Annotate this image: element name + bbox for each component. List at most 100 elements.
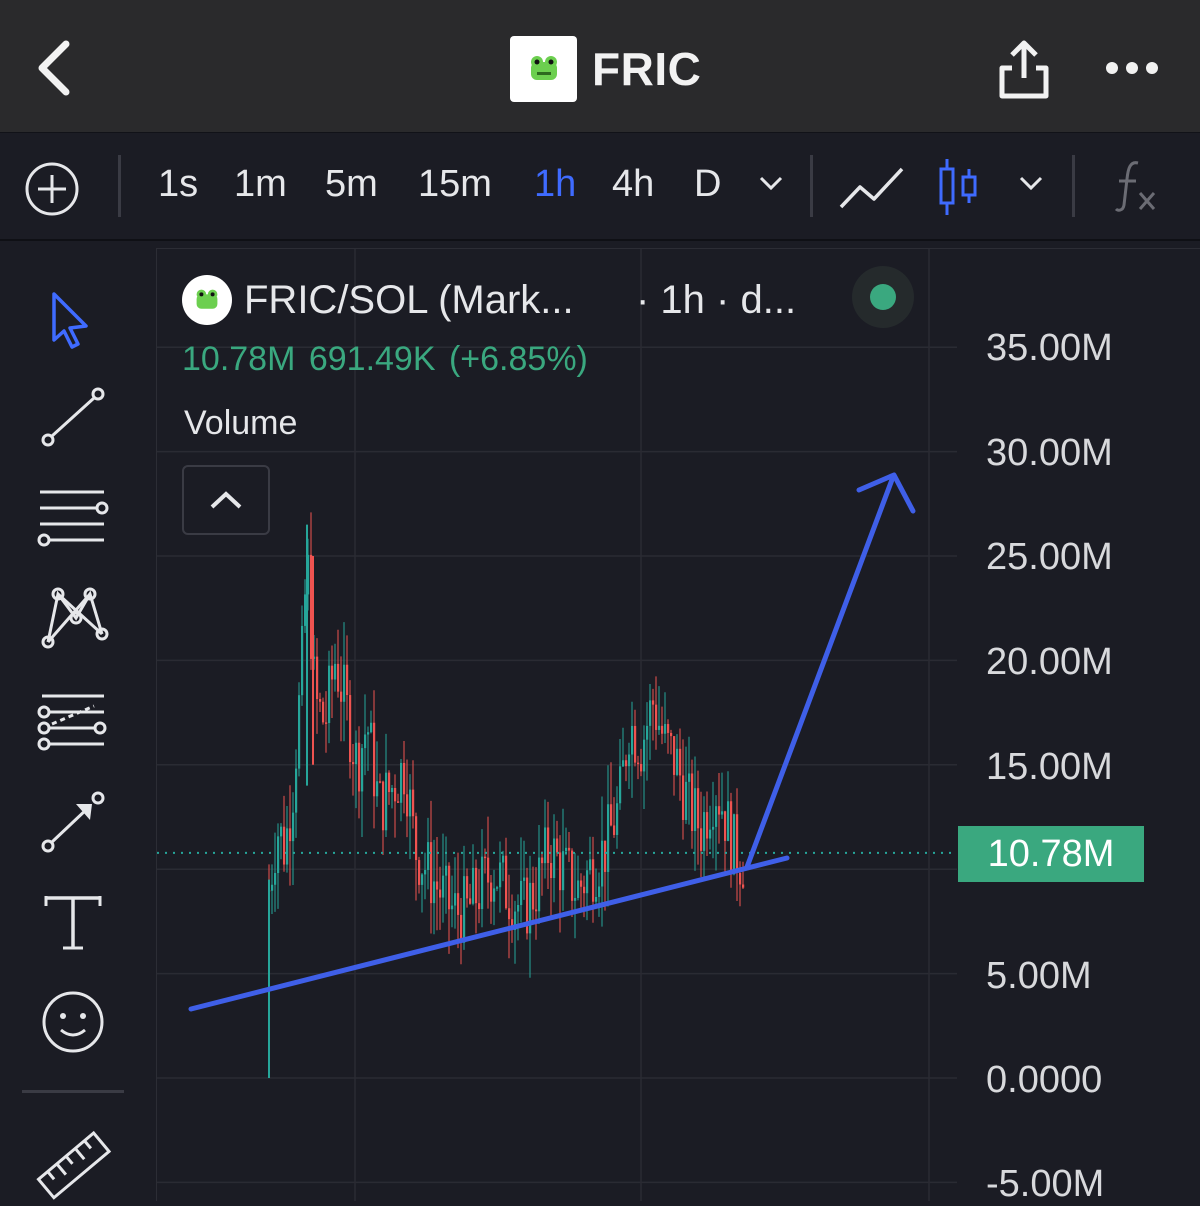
- candle-body: [613, 825, 616, 835]
- timeframe-15m[interactable]: 15m: [418, 163, 492, 205]
- candle-body: [304, 594, 307, 626]
- candle-body: [694, 788, 697, 832]
- candle-body: [295, 768, 298, 813]
- timeframe-1m[interactable]: 1m: [234, 163, 287, 205]
- y-axis-tick: 25.00M: [986, 536, 1113, 578]
- chevron-down-icon[interactable]: [1018, 173, 1044, 193]
- y-axis-tick: 15.00M: [986, 746, 1113, 788]
- candle-body: [400, 762, 403, 803]
- timeframe-5m[interactable]: 5m: [325, 163, 378, 205]
- candle-body: [688, 773, 691, 782]
- candle-body: [376, 781, 379, 797]
- candle-body: [361, 748, 364, 792]
- candle-body: [439, 889, 442, 898]
- candle-body: [499, 862, 502, 888]
- candle-body: [532, 882, 535, 910]
- candle-body: [448, 865, 451, 910]
- chevron-up-icon: [210, 491, 242, 509]
- ruler-icon[interactable]: [28, 1116, 118, 1206]
- timeframe-1s[interactable]: 1s: [158, 163, 199, 205]
- page-title: FRIC: [592, 43, 702, 95]
- candle-body: [574, 897, 577, 901]
- candle-body: [634, 725, 637, 763]
- text-icon[interactable]: [28, 878, 118, 968]
- trend-line-icon[interactable]: [28, 372, 118, 462]
- candle-body: [589, 859, 592, 871]
- candle-body: [316, 656, 319, 700]
- candle-body: [394, 788, 397, 802]
- candle-body: [328, 665, 331, 724]
- price-chart[interactable]: [157, 249, 1200, 1201]
- candle-body: [373, 722, 376, 797]
- plus-circle-icon[interactable]: [24, 161, 80, 217]
- more-horizontal-icon[interactable]: [1104, 56, 1160, 80]
- candle-body: [445, 865, 448, 876]
- fx-icon[interactable]: [1114, 159, 1160, 213]
- collapse-legend-button[interactable]: [182, 465, 270, 535]
- candle-body: [307, 554, 310, 595]
- candle-body: [370, 722, 373, 733]
- y-axis-tick: 20.00M: [986, 641, 1113, 683]
- chevron-left-icon[interactable]: [30, 38, 80, 98]
- candle-body: [556, 838, 559, 853]
- fib-icon[interactable]: [28, 676, 118, 766]
- horizontal-lines-icon[interactable]: [28, 472, 118, 562]
- candle-body: [478, 903, 481, 910]
- candle-body: [460, 914, 463, 943]
- emoji-icon[interactable]: [28, 978, 118, 1068]
- candle-body: [736, 814, 739, 873]
- candle-body: [385, 772, 388, 831]
- candle-body: [520, 880, 523, 905]
- candle-body: [568, 847, 571, 851]
- candle-body: [664, 724, 667, 734]
- candle-body: [433, 881, 436, 904]
- chart-legend[interactable]: FRIC/SOL (Mark...: [182, 270, 574, 330]
- line-chart-icon[interactable]: [838, 161, 906, 213]
- chevron-down-icon[interactable]: [758, 173, 784, 193]
- chart-panel[interactable]: [156, 248, 1200, 1201]
- cursor-icon[interactable]: [28, 278, 118, 368]
- candle-body: [352, 762, 355, 765]
- candle-body: [640, 763, 643, 772]
- candle-body: [277, 836, 280, 874]
- candle-body: [409, 789, 412, 817]
- candle-body: [331, 665, 334, 680]
- candle-body: [625, 760, 628, 767]
- candle-body: [496, 887, 499, 889]
- candle-body: [715, 806, 718, 827]
- market-status-indicator[interactable]: [852, 266, 914, 328]
- candle-body: [535, 909, 538, 912]
- timeframe-4h[interactable]: 4h: [612, 163, 655, 205]
- candle-body: [337, 663, 340, 692]
- candle-body: [325, 722, 328, 724]
- candle-body: [571, 850, 574, 901]
- candle-body: [442, 875, 445, 898]
- candle-body: [340, 691, 343, 702]
- pattern-icon[interactable]: [28, 572, 118, 662]
- candle-body: [637, 762, 640, 765]
- support-trend-line: [188, 855, 790, 1012]
- candle-body: [406, 794, 409, 817]
- arrow-icon[interactable]: [28, 778, 118, 868]
- candle-body: [550, 862, 553, 879]
- share-icon[interactable]: [996, 38, 1052, 102]
- candle-body: [646, 725, 649, 740]
- candle-body: [412, 789, 415, 817]
- candle-body: [514, 911, 517, 931]
- candle-body: [622, 760, 625, 767]
- y-axis-tick: 5.00M: [986, 955, 1092, 997]
- candle-body: [319, 699, 322, 702]
- candle-body: [481, 856, 484, 910]
- candle-body: [592, 859, 595, 902]
- candle-body: [517, 904, 520, 912]
- toolbar-divider: [118, 155, 121, 217]
- candlestick-icon[interactable]: [936, 155, 980, 219]
- candle-body: [616, 803, 619, 835]
- candle-body: [421, 874, 424, 885]
- candle-body: [505, 855, 508, 909]
- candle-body: [670, 732, 673, 737]
- candle-body: [301, 625, 304, 696]
- timeframe-1h[interactable]: 1h: [534, 163, 577, 205]
- candle-body: [367, 732, 370, 735]
- timeframe-d[interactable]: D: [694, 163, 722, 205]
